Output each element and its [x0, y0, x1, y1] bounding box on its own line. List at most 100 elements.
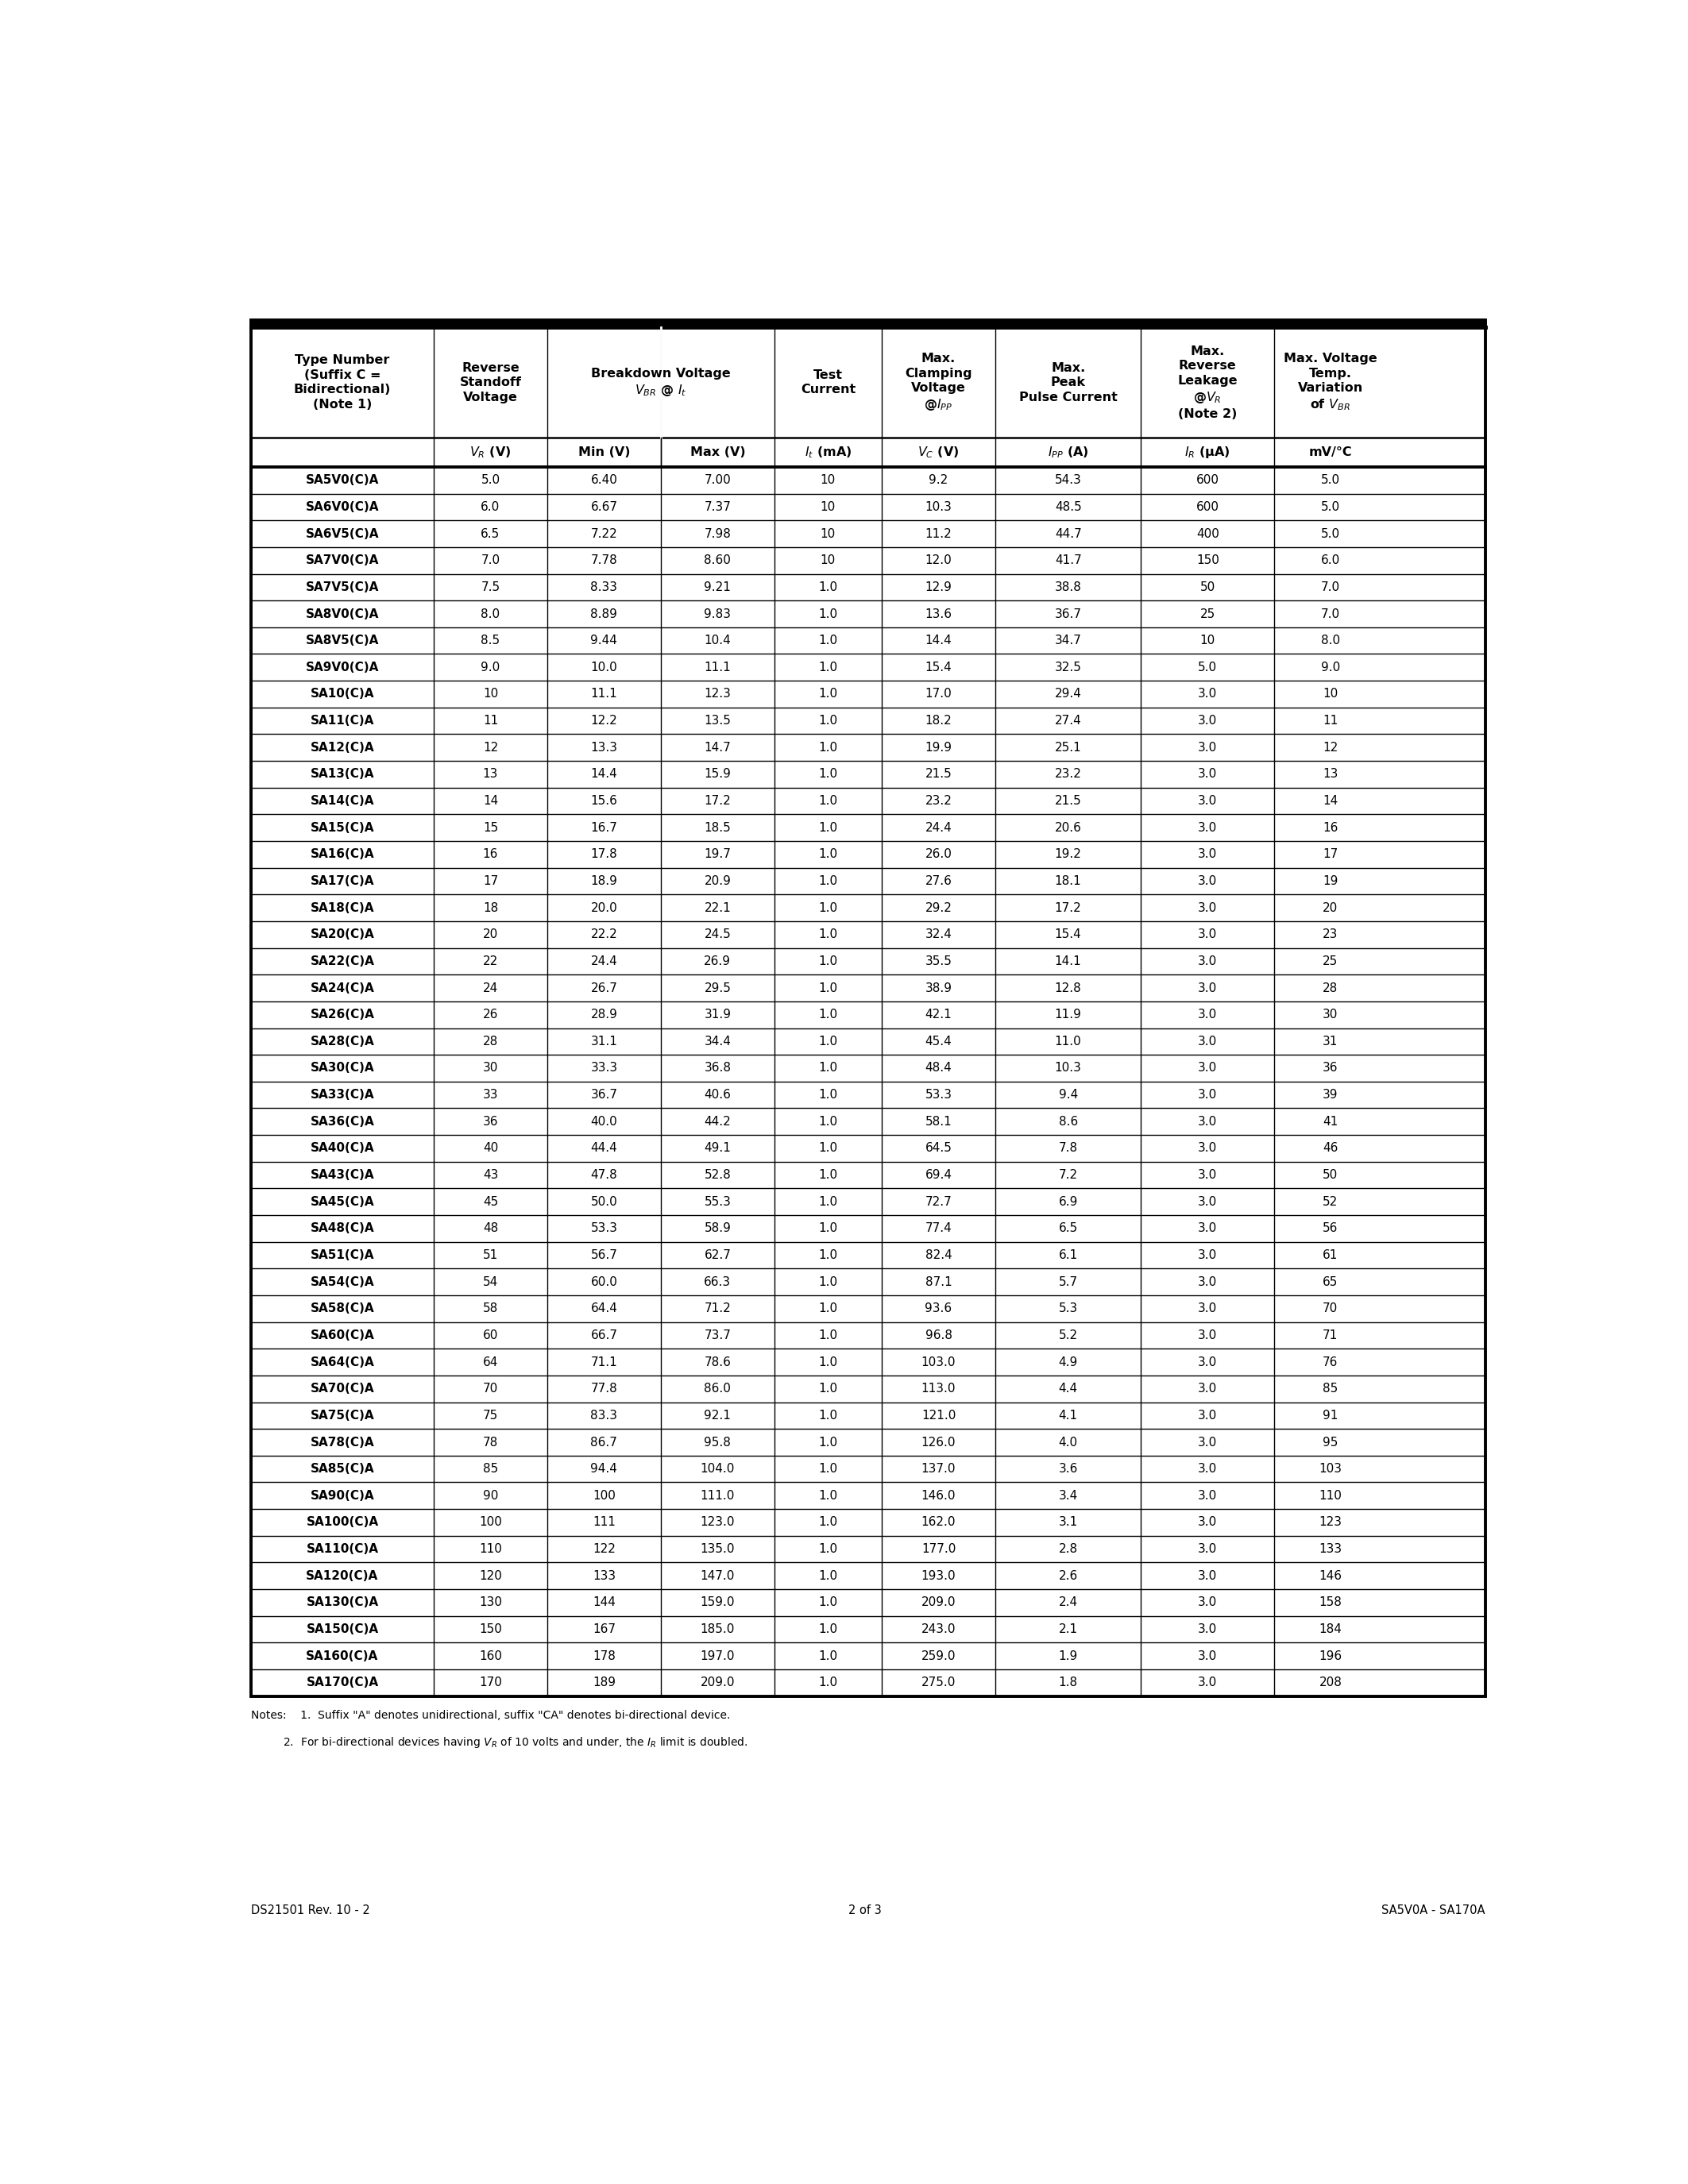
Text: 150: 150 [1197, 555, 1219, 566]
Text: 38.8: 38.8 [1055, 581, 1082, 594]
Text: 4.1: 4.1 [1058, 1409, 1077, 1422]
Text: SA43(C)A: SA43(C)A [311, 1168, 375, 1182]
Text: 146: 146 [1318, 1570, 1342, 1581]
Text: 209.0: 209.0 [701, 1677, 734, 1688]
Text: 52.8: 52.8 [704, 1168, 731, 1182]
Text: Test
Current: Test Current [800, 369, 856, 395]
Text: 34.7: 34.7 [1055, 636, 1082, 646]
Text: 26.7: 26.7 [591, 983, 618, 994]
Text: 87.1: 87.1 [925, 1275, 952, 1289]
Text: 3.0: 3.0 [1198, 1623, 1217, 1636]
Text: 27.4: 27.4 [1055, 714, 1082, 727]
Text: 103: 103 [1318, 1463, 1342, 1474]
Text: SA58(C)A: SA58(C)A [311, 1302, 375, 1315]
Text: 1.0: 1.0 [819, 1249, 837, 1260]
Text: 3.0: 3.0 [1198, 1356, 1217, 1367]
Text: 1.0: 1.0 [819, 636, 837, 646]
Text: 17.2: 17.2 [1055, 902, 1082, 913]
Text: 36: 36 [483, 1116, 498, 1127]
Text: 9.0: 9.0 [481, 662, 500, 673]
Text: 600: 600 [1197, 500, 1219, 513]
Text: 50: 50 [1200, 581, 1215, 594]
Text: 41.7: 41.7 [1055, 555, 1082, 566]
Text: 85: 85 [483, 1463, 498, 1474]
Text: 30: 30 [1323, 1009, 1339, 1020]
Text: 47.8: 47.8 [591, 1168, 618, 1182]
Text: 46: 46 [1323, 1142, 1339, 1155]
Text: 8.89: 8.89 [591, 607, 618, 620]
Text: 126.0: 126.0 [922, 1437, 955, 1448]
Text: 33.3: 33.3 [591, 1061, 618, 1075]
Text: 177.0: 177.0 [922, 1544, 955, 1555]
Text: SA54(C)A: SA54(C)A [311, 1275, 375, 1289]
Text: 7.0: 7.0 [481, 555, 500, 566]
Text: 10: 10 [820, 500, 836, 513]
Text: 14.7: 14.7 [704, 743, 731, 753]
Text: 16: 16 [483, 847, 498, 860]
Text: 54.3: 54.3 [1055, 474, 1082, 487]
Text: SA13(C)A: SA13(C)A [311, 769, 375, 780]
Text: 18: 18 [483, 902, 498, 913]
Text: 53.3: 53.3 [925, 1090, 952, 1101]
Text: SA6V5(C)A: SA6V5(C)A [306, 529, 380, 539]
Text: 3.0: 3.0 [1198, 1116, 1217, 1127]
Text: 29.4: 29.4 [1055, 688, 1082, 701]
Text: 150: 150 [479, 1623, 501, 1636]
Text: 111: 111 [592, 1516, 616, 1529]
Text: 3.0: 3.0 [1198, 1544, 1217, 1555]
Text: 2.1: 2.1 [1058, 1623, 1077, 1636]
Text: 29.2: 29.2 [925, 902, 952, 913]
Text: SA17(C)A: SA17(C)A [311, 876, 375, 887]
Text: 25.1: 25.1 [1055, 743, 1082, 753]
Text: 23: 23 [1323, 928, 1339, 941]
Text: 2 of 3: 2 of 3 [849, 1904, 881, 1915]
Text: 1.9: 1.9 [1058, 1651, 1077, 1662]
Text: $V_R$ (V): $V_R$ (V) [469, 446, 511, 459]
Text: 19: 19 [1323, 876, 1339, 887]
Text: Type Number
(Suffix C =
Bidirectional)
(Note 1): Type Number (Suffix C = Bidirectional) (… [294, 354, 392, 411]
Text: Reverse
Standoff
Voltage: Reverse Standoff Voltage [459, 363, 522, 404]
Text: 6.40: 6.40 [591, 474, 618, 487]
Text: 48: 48 [483, 1223, 498, 1234]
Text: 20: 20 [1323, 902, 1339, 913]
Text: 29.5: 29.5 [704, 983, 731, 994]
Text: 28: 28 [483, 1035, 498, 1048]
Text: 45.4: 45.4 [925, 1035, 952, 1048]
Text: 55.3: 55.3 [704, 1197, 731, 1208]
Bar [252, 321, 1485, 328]
Text: 189: 189 [592, 1677, 616, 1688]
Text: 44.2: 44.2 [704, 1116, 731, 1127]
Text: 32.4: 32.4 [925, 928, 952, 941]
Text: 33: 33 [483, 1090, 498, 1101]
Text: 60.0: 60.0 [591, 1275, 618, 1289]
Text: 3.0: 3.0 [1198, 1223, 1217, 1234]
Text: 11.9: 11.9 [1055, 1009, 1082, 1020]
Text: 69.4: 69.4 [925, 1168, 952, 1182]
Text: 25: 25 [1323, 954, 1339, 968]
Text: 24.4: 24.4 [925, 821, 952, 834]
Text: Max. Voltage
Temp.
Variation
of $V_{BR}$: Max. Voltage Temp. Variation of $V_{BR}$ [1283, 354, 1377, 413]
Text: SA7V0(C)A: SA7V0(C)A [306, 555, 380, 566]
Text: 1.0: 1.0 [819, 1489, 837, 1503]
Text: 184: 184 [1318, 1623, 1342, 1636]
Text: 20.6: 20.6 [1055, 821, 1082, 834]
Text: 86.7: 86.7 [591, 1437, 618, 1448]
Text: Max.
Peak
Pulse Current: Max. Peak Pulse Current [1020, 363, 1117, 404]
Text: 3.0: 3.0 [1198, 1651, 1217, 1662]
Text: 11.2: 11.2 [925, 529, 952, 539]
Text: SA10(C)A: SA10(C)A [311, 688, 375, 701]
Text: 83.3: 83.3 [591, 1409, 618, 1422]
Text: 44.7: 44.7 [1055, 529, 1082, 539]
Text: Breakdown Voltage
$V_{BR}$ @ $I_t$: Breakdown Voltage $V_{BR}$ @ $I_t$ [591, 367, 731, 397]
Text: 1.0: 1.0 [819, 1197, 837, 1208]
Text: 7.0: 7.0 [1320, 581, 1340, 594]
Text: 56.7: 56.7 [591, 1249, 618, 1260]
Text: SA150(C)A: SA150(C)A [306, 1623, 378, 1636]
Text: 71: 71 [1323, 1330, 1339, 1341]
Text: 259.0: 259.0 [922, 1651, 955, 1662]
Text: 1.0: 1.0 [819, 714, 837, 727]
Text: 12.8: 12.8 [1055, 983, 1082, 994]
Text: 4.9: 4.9 [1058, 1356, 1077, 1367]
Text: 100: 100 [479, 1516, 501, 1529]
Text: 275.0: 275.0 [922, 1677, 955, 1688]
